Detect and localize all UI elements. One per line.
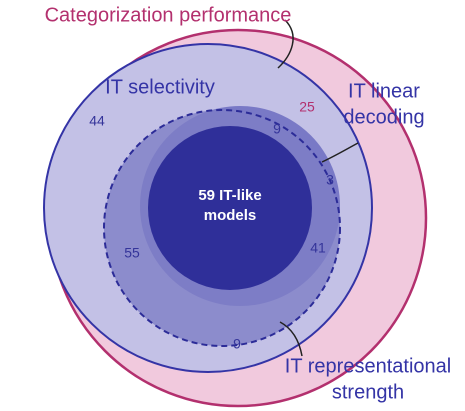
core-circle bbox=[148, 126, 312, 290]
count: 55 bbox=[124, 245, 140, 261]
set-label: IT selectivity bbox=[105, 76, 215, 98]
leader-line bbox=[279, 321, 303, 357]
leader-line bbox=[321, 142, 359, 163]
set-label: IT linear bbox=[348, 80, 420, 102]
set-label: IT representational bbox=[285, 355, 451, 377]
count: 3 bbox=[326, 172, 334, 188]
count: 41 bbox=[310, 240, 326, 256]
core-label: 59 IT-like bbox=[198, 187, 261, 204]
set-label: Categorization performance bbox=[45, 4, 292, 26]
leader-line bbox=[277, 19, 294, 69]
set-label: strength bbox=[332, 381, 404, 403]
count: 25 bbox=[299, 99, 315, 115]
count: 9 bbox=[233, 336, 241, 352]
set-label: decoding bbox=[343, 106, 424, 128]
count: 44 bbox=[89, 113, 105, 129]
count: 9 bbox=[273, 121, 281, 137]
core-label: models bbox=[204, 207, 257, 224]
